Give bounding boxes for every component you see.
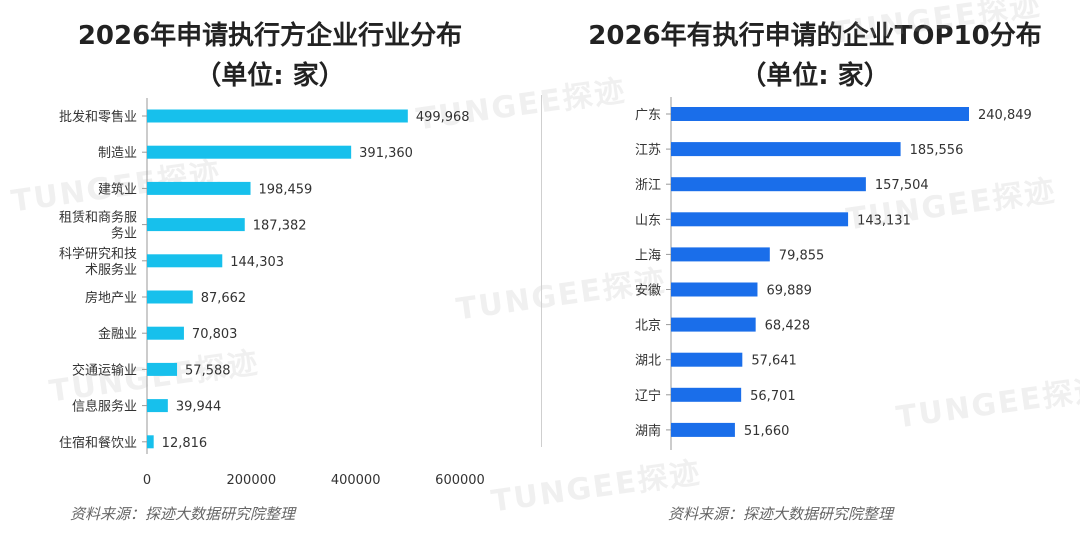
industry-bar-chart: 499,968 批发和零售业 391,360 制造业 198,459 建筑业 187,382… <box>59 98 485 488</box>
category-label: 房地产业 <box>85 290 137 306</box>
data-label: 68,428 <box>765 319 811 334</box>
bar-7 <box>147 362 178 376</box>
data-label: 51,660 <box>744 424 790 439</box>
data-label: 57,641 <box>751 354 797 369</box>
x-tick-label: 600000 <box>435 473 485 488</box>
category-label: 广东 <box>635 108 661 123</box>
category-label: 山东 <box>635 213 661 228</box>
bar-7 <box>671 352 743 367</box>
source-note-left: 资料来源：探迹大数据研究院整理 <box>70 505 296 523</box>
panel-divider <box>541 95 542 447</box>
bar-9 <box>671 422 735 437</box>
x-tick-label: 400000 <box>331 473 381 488</box>
chart-subtitle-left: （单位: 家） <box>195 61 345 91</box>
data-label: 499,968 <box>416 110 470 125</box>
data-label: 12,816 <box>162 436 208 451</box>
data-label: 144,303 <box>230 255 284 270</box>
bar-1 <box>147 145 352 159</box>
bar-0 <box>147 109 408 123</box>
category-label: 北京 <box>635 319 661 334</box>
x-tick-label: 0 <box>143 473 151 488</box>
category-label: 住宿和餐饮业 <box>59 435 137 451</box>
data-label: 198,459 <box>259 182 313 197</box>
bar-0 <box>671 107 969 121</box>
data-label: 187,382 <box>253 219 307 234</box>
data-label: 87,662 <box>201 291 247 306</box>
chart-title-right: 2026年有执行申请的企业TOP10分布 <box>588 21 1042 51</box>
data-label: 56,701 <box>750 389 796 404</box>
data-label: 70,803 <box>192 327 238 342</box>
category-label: 湖南 <box>635 423 661 439</box>
bar-3 <box>147 218 245 232</box>
category-label: 务业 <box>111 226 137 242</box>
category-label: 湖北 <box>635 354 661 369</box>
bar-8 <box>671 387 742 402</box>
category-label: 建筑业 <box>98 181 137 197</box>
category-label: 辽宁 <box>635 388 661 404</box>
bar-5 <box>147 290 193 304</box>
category-label: 交通运输业 <box>72 362 137 378</box>
data-label: 185,556 <box>910 143 964 158</box>
category-label: 批发和零售业 <box>59 109 137 125</box>
category-label: 江苏 <box>635 142 661 158</box>
category-label: 安徽 <box>635 284 661 299</box>
bar-6 <box>671 317 756 332</box>
bar-4 <box>147 254 223 268</box>
data-label: 39,944 <box>176 400 222 415</box>
category-label: 上海 <box>635 248 661 263</box>
data-label: 391,360 <box>359 146 413 161</box>
category-label: 金融业 <box>98 326 137 342</box>
category-label: 浙江 <box>635 178 661 193</box>
category-label: 租赁和商务服 <box>59 210 137 226</box>
category-label: 科学研究和技 <box>59 246 137 262</box>
bar-8 <box>147 399 168 413</box>
data-label: 79,855 <box>779 248 825 263</box>
bar-2 <box>147 181 251 195</box>
category-label: 信息服务业 <box>72 399 137 415</box>
bar-3 <box>671 212 849 227</box>
data-label: 57,588 <box>185 363 231 378</box>
data-label: 143,131 <box>857 213 911 228</box>
chart-title-left: 2026年申请执行方企业行业分布 <box>77 21 463 51</box>
bar-9 <box>147 435 154 449</box>
bar-4 <box>671 247 770 262</box>
bar-1 <box>671 142 901 157</box>
data-label: 240,849 <box>978 108 1032 123</box>
bar-2 <box>671 177 866 192</box>
data-label: 69,889 <box>766 284 812 299</box>
source-note-right: 资料来源：探迹大数据研究院整理 <box>668 505 894 523</box>
data-label: 157,504 <box>875 178 929 193</box>
bar-5 <box>671 282 758 297</box>
chart-subtitle-right: （单位: 家） <box>740 61 890 91</box>
bar-6 <box>147 326 184 340</box>
category-label: 制造业 <box>98 146 137 161</box>
x-tick-label: 200000 <box>227 473 277 488</box>
category-label: 术服务业 <box>85 262 137 278</box>
